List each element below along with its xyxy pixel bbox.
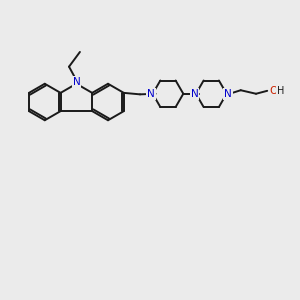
Text: N: N <box>73 77 80 87</box>
Text: N: N <box>190 89 198 99</box>
Text: O: O <box>270 86 278 96</box>
Text: N: N <box>147 89 155 99</box>
Text: H: H <box>277 86 284 96</box>
Text: N: N <box>224 89 232 99</box>
